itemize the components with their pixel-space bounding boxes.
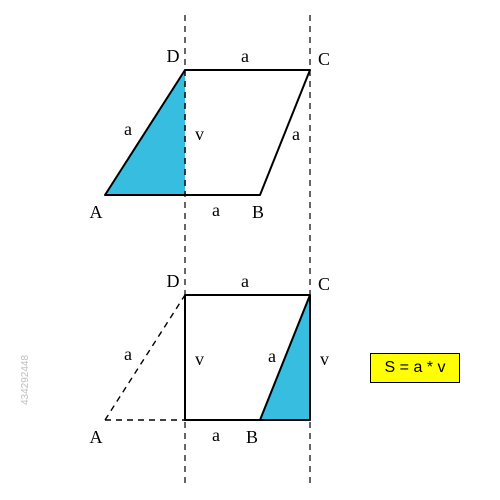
vertex-A-bot: A	[90, 427, 103, 447]
label-a-leftdash: a	[124, 344, 132, 364]
label-a-top-b: a	[241, 271, 249, 291]
label-a-top: a	[241, 46, 249, 66]
vertex-D-top: D	[167, 46, 180, 66]
vertex-B-bot: B	[246, 427, 258, 447]
label-a-right: a	[292, 124, 300, 144]
label-v-top: v	[195, 124, 204, 144]
label-a-bottom-b: a	[212, 425, 220, 445]
label-v-left: v	[195, 349, 204, 369]
bottom-edge-AD-dashed	[105, 295, 185, 420]
watermark-text: 434292448	[20, 355, 31, 405]
vertex-B-top: B	[252, 202, 264, 222]
vertex-D-bot: D	[167, 271, 180, 291]
label-a-left: a	[124, 119, 132, 139]
label-a-slant: a	[268, 346, 276, 366]
vertex-C-bot: C	[318, 274, 330, 294]
vertex-A-top: A	[90, 202, 103, 222]
label-v-right: v	[320, 349, 329, 369]
vertex-C-top: C	[318, 49, 330, 69]
area-formula-box: S = a * v	[370, 353, 460, 383]
area-formula-text: S = a * v	[385, 359, 446, 376]
label-a-bottom: a	[212, 200, 220, 220]
